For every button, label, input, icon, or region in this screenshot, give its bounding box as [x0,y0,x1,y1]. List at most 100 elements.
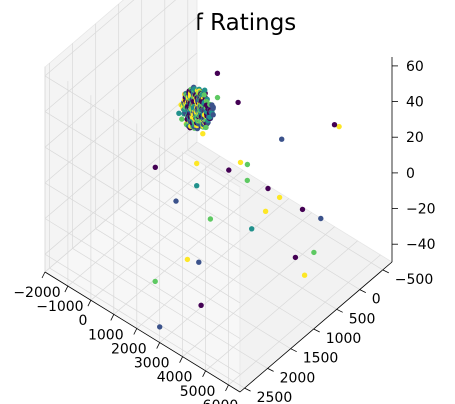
z-grid-back [44,218,241,339]
x-grid-floor [90,169,244,301]
z-grid-side [44,123,198,255]
scatter-point [262,208,269,214]
scatter-point [318,215,324,222]
x-tick-mark [64,285,69,293]
x-tick-mark [133,328,138,335]
z-tick-label: 40 [406,95,424,111]
scatter-point [152,278,158,285]
scatter-point [237,159,244,166]
x-tick-label: 5000 [180,384,216,400]
scatter-point [157,324,163,330]
scatter-point [198,302,204,308]
scatter-point [336,123,342,130]
axes-gridlines [44,0,383,389]
y-tick-mark [290,348,297,353]
y-tick-label: 0 [372,292,381,308]
x-grid-floor [113,184,267,315]
z-grid-side [44,0,177,112]
y-grid-floor [118,208,314,330]
z-tick-label: −20 [406,202,436,218]
x-tick-mark [179,356,183,363]
y-grid-floor [187,149,383,271]
x-grid-floor [44,141,198,273]
y-tick-mark [359,289,366,293]
z-tick-label: 20 [406,130,424,146]
scatter-point [179,116,185,122]
y-grid-floor [141,189,337,310]
scatter-point [311,249,317,256]
y-grid-floor [72,248,268,369]
y-grid-floor [164,169,360,290]
scatter-point [331,122,338,128]
scatter-point [214,70,221,77]
z-grid-side [44,0,135,77]
scatter-point [196,259,202,265]
scatter-point [299,206,306,213]
x-tick-mark [225,384,229,392]
scatter-point [173,198,179,204]
scatter-point [201,92,207,98]
z-grid-side [44,88,198,219]
y-tick-label: 1000 [326,331,362,347]
scatter-point [200,131,206,137]
scatter-point [265,185,271,192]
scatter-point [176,110,182,117]
scatter-point [194,160,200,167]
z-grid-side [44,52,198,184]
x-tick-mark [87,300,92,307]
x-tick-mark [156,342,161,349]
scatter-points [152,70,342,330]
scatter-point [194,183,200,189]
x-grid-floor [67,155,221,287]
axes-lines [41,57,398,393]
x-grid-floor [182,226,335,357]
y-grid-floor [95,228,291,349]
y-axis-line [239,261,393,393]
x-tick-label: −2000 [13,285,60,301]
z-tick-label: 60 [406,59,424,75]
x-tick-mark [110,314,115,321]
x-grid-floor [136,198,290,329]
scatter-point [226,167,232,173]
x-tick-label: 4000 [157,370,193,386]
scatter-point [207,216,214,222]
scatter-point [202,87,208,93]
scatter-point [210,112,216,118]
scatter-point [152,164,158,170]
x-tick-label: 6000 [203,398,239,404]
z-grid-back [44,253,241,375]
y-tick-mark [267,368,274,372]
x-tick-mark [202,370,206,377]
x-tick-label: 0 [78,313,87,329]
z-tick-label: −40 [406,237,436,253]
y-tick-label: −500 [395,272,433,288]
x-tick-label: 3000 [134,356,170,372]
z-grid-back [44,146,241,268]
y-tick-mark [313,328,320,333]
scatter-point [249,226,255,232]
z-grid-side [44,16,198,148]
z-grid-back [44,111,241,232]
scatter-point [214,94,221,101]
x-tick-mark [41,271,46,279]
scatter-point [292,254,299,261]
tick-labels: −2000−10000100020003000400050006000−5000… [13,59,435,404]
scatter-point [276,194,283,201]
x-tick-label: 2000 [111,342,147,358]
y-grid-floor [49,267,245,389]
scatter-point [210,105,216,112]
z-tick-label: 0 [406,166,415,182]
x-axis-line [44,271,241,393]
scatter-point [244,161,251,168]
y-tick-mark [244,387,251,392]
scatter-point [279,136,285,142]
y-tick-mark [382,269,389,274]
x-grid-floor [205,240,358,372]
scatter-point [244,177,250,184]
y-tick-label: 1500 [303,351,339,367]
y-tick-mark [336,308,343,313]
axes-panes [44,0,393,393]
x-grid-floor [159,212,312,343]
y-tick-label: 2500 [257,390,293,404]
